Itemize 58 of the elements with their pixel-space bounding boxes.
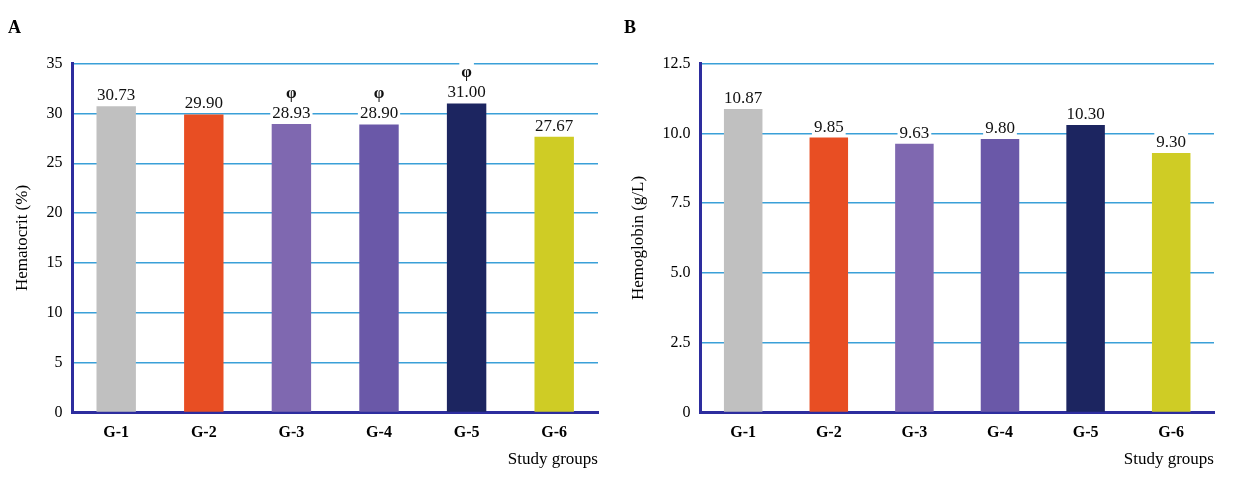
x-tick-label: G-2 (815, 423, 842, 441)
y-tick-label: 30 (46, 103, 63, 121)
y-tick-label: 15 (46, 253, 63, 271)
bar (723, 109, 763, 412)
bar (1066, 124, 1105, 412)
bar (184, 114, 224, 412)
data-label: 28.90 (359, 103, 399, 123)
bar (96, 106, 136, 412)
bar (895, 143, 934, 412)
bar (980, 138, 1020, 412)
y-tick-label: 5.0 (670, 263, 691, 281)
x-axis-title: Study groups (507, 449, 598, 469)
y-tick-label: 5 (54, 352, 63, 370)
x-tick-label: G-1 (730, 423, 757, 441)
chart-title: A (8, 17, 21, 38)
x-tick-label: G-6 (1158, 423, 1185, 441)
y-tick-label: 20 (46, 203, 63, 221)
y-tick-label: 25 (46, 153, 63, 171)
x-tick-label: G-3 (901, 423, 928, 441)
data-label: 28.93 (272, 103, 311, 123)
y-tick-label: 35 (46, 53, 63, 71)
data-label: 10.30 (1066, 103, 1105, 123)
annotation: φ (461, 62, 473, 82)
y-axis-title: Hematocrit (%) (11, 184, 31, 292)
data-label: 31.00 (447, 82, 486, 102)
x-tick-label: G-4 (366, 423, 392, 441)
y-tick-label: 0 (682, 402, 691, 420)
data-label: 10.87 (724, 88, 763, 108)
y-tick-label: 12.5 (662, 53, 691, 71)
x-tick-label: G-6 (541, 423, 568, 441)
annotation: φ (373, 83, 385, 103)
data-label: 9.30 (1156, 131, 1187, 151)
chart-title: B (624, 17, 637, 38)
data-label: 9.85 (813, 116, 844, 136)
y-tick-label: 10.0 (662, 123, 691, 141)
data-label: 29.90 (184, 93, 223, 113)
data-label: 9.80 (985, 117, 1015, 137)
x-tick-label: G-1 (103, 423, 130, 441)
y-tick-label: 7.5 (670, 193, 691, 211)
y-tick-label: 2.5 (670, 332, 691, 350)
x-tick-label: G-5 (1072, 423, 1099, 441)
annotation: φ (286, 82, 298, 102)
bar (1151, 152, 1191, 412)
x-tick-label: G-5 (453, 423, 480, 441)
bar (271, 124, 312, 412)
y-tick-label: 10 (46, 302, 63, 320)
bar (534, 136, 574, 412)
y-tick-label: 0 (54, 402, 63, 420)
x-axis-title: Study groups (1123, 449, 1214, 469)
y-axis-title: Hemoglobin (g/L) (627, 175, 647, 301)
x-tick-label: G-4 (987, 423, 1013, 441)
data-label: 30.73 (97, 85, 136, 105)
bar (359, 124, 399, 412)
x-tick-label: G-2 (190, 423, 217, 441)
bar (446, 103, 487, 412)
data-label: 9.63 (899, 122, 930, 142)
data-label: 27.67 (535, 115, 574, 135)
x-tick-label: G-3 (278, 423, 305, 441)
